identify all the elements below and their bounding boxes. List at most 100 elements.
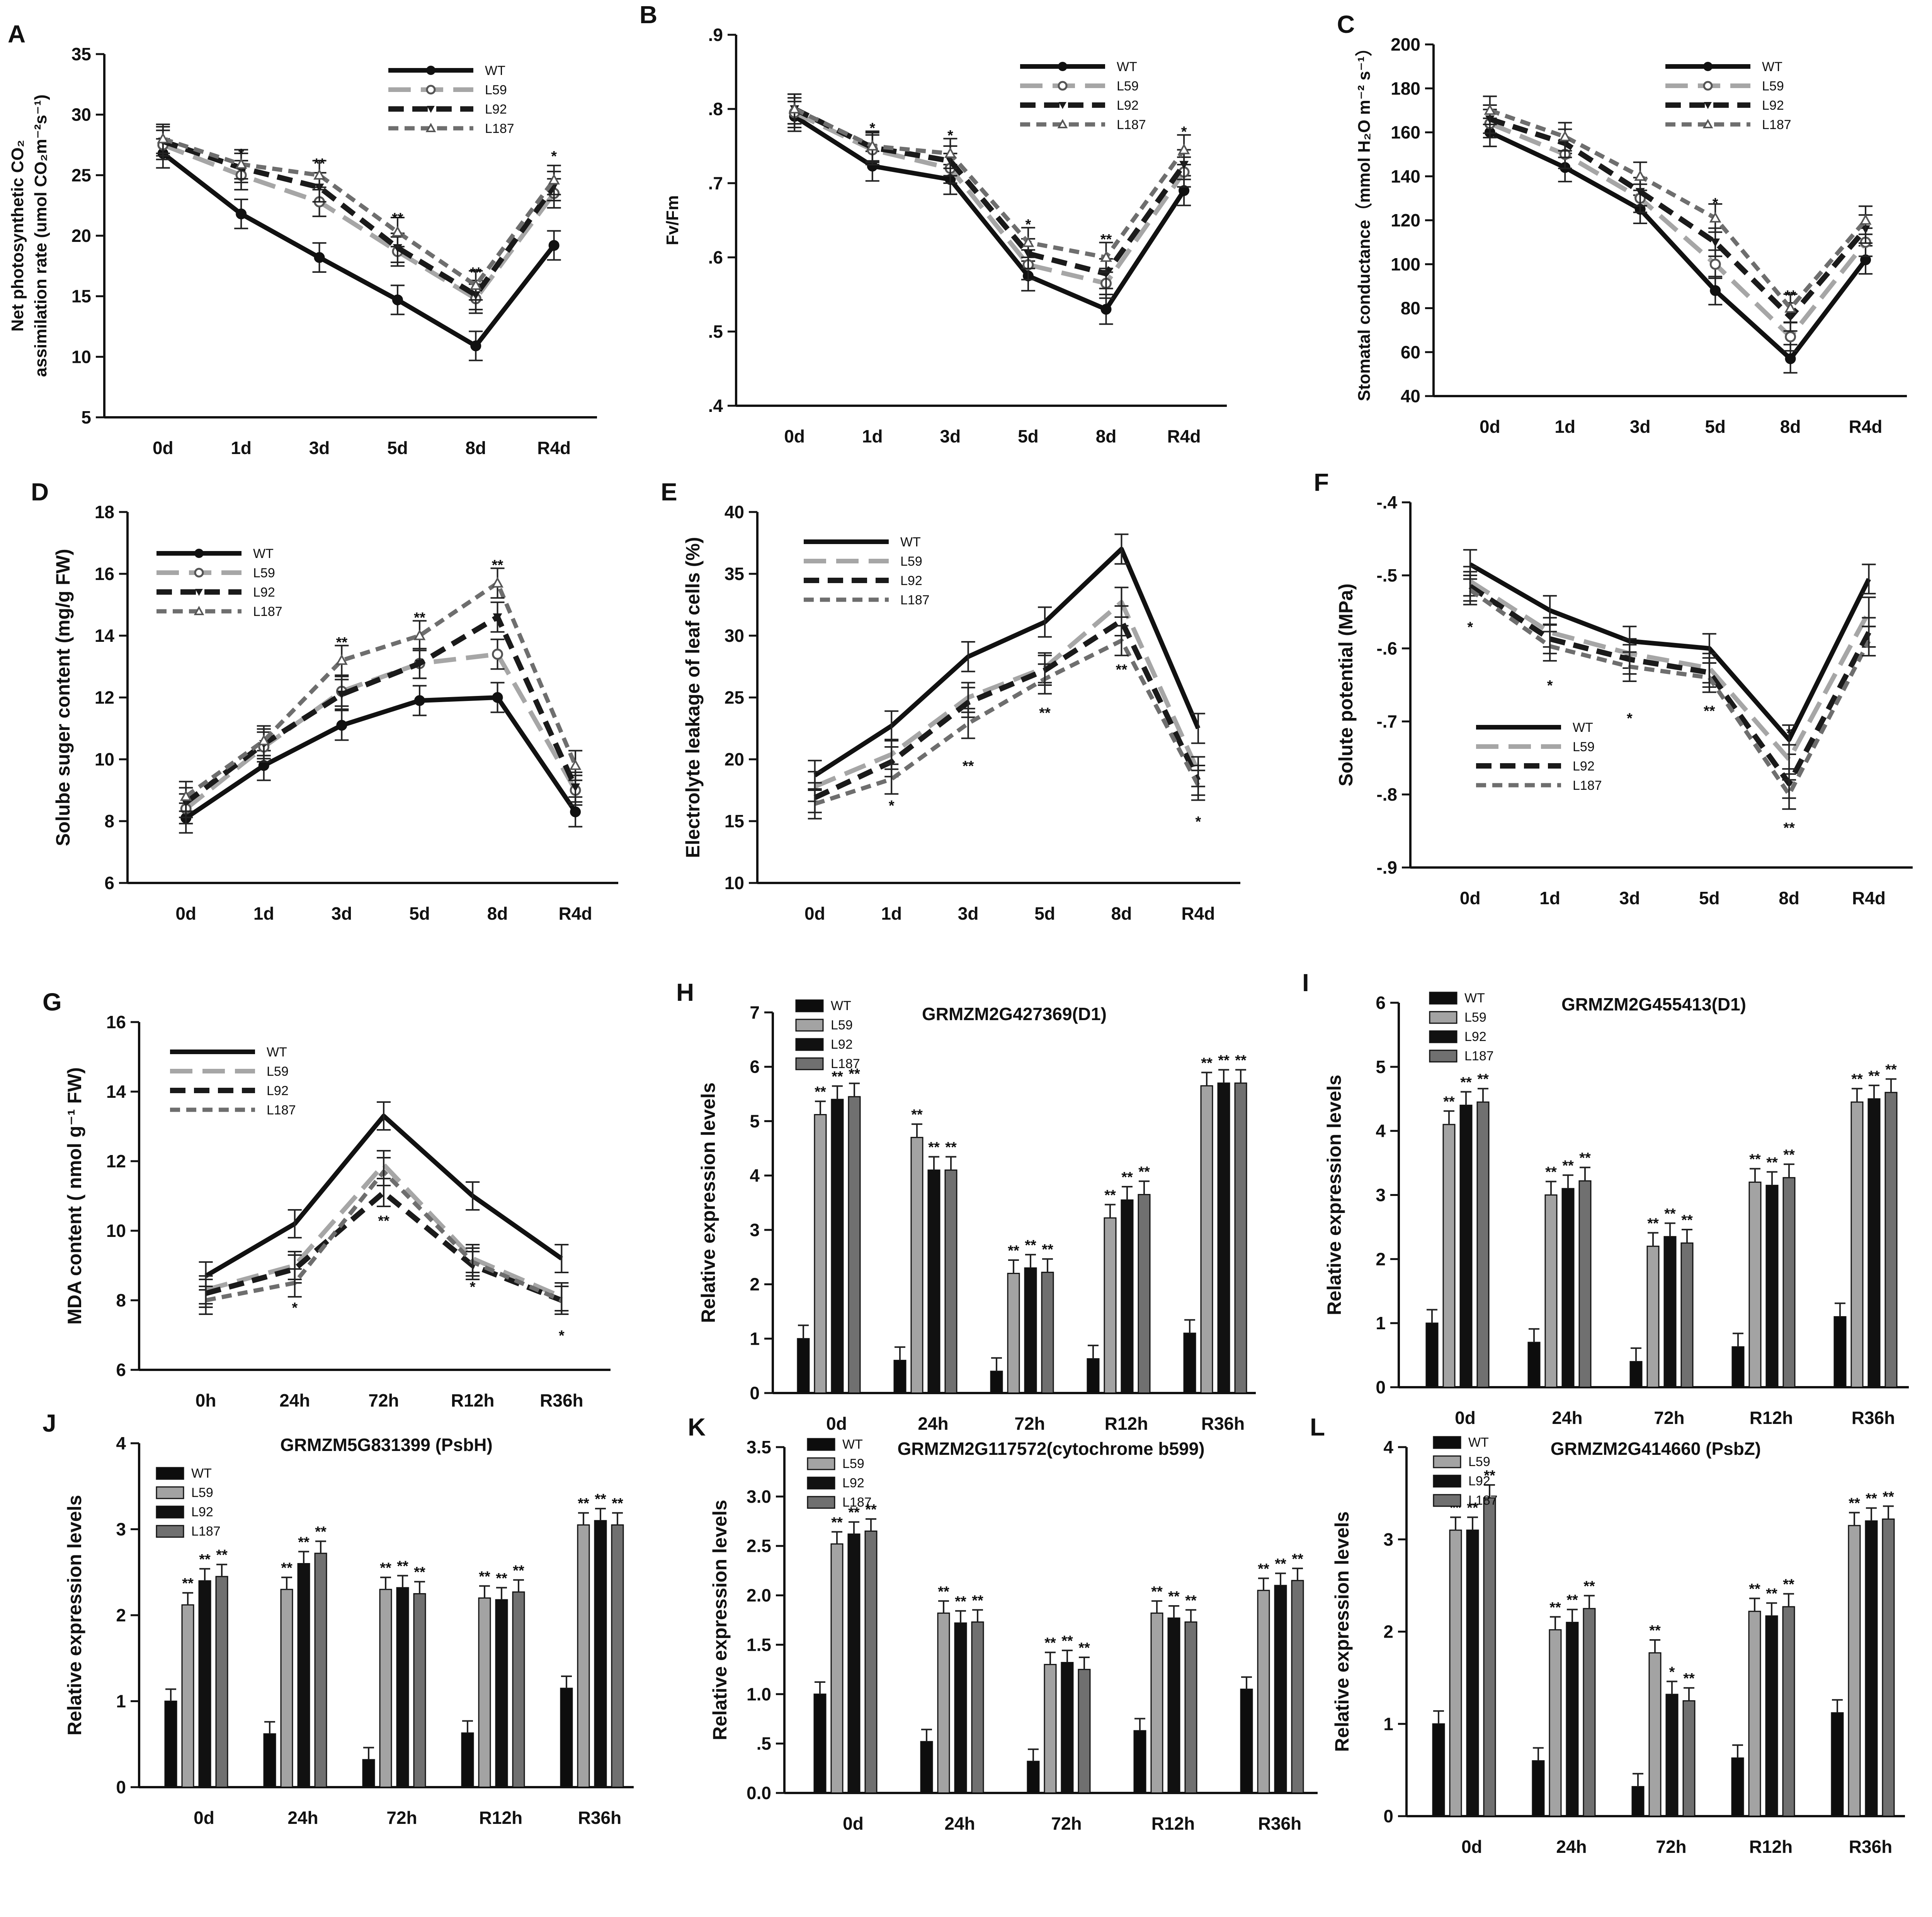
marker-triangle-up xyxy=(157,133,169,143)
y-tick-label: 10 xyxy=(106,1221,126,1241)
legend-swatch-l92 xyxy=(795,1038,824,1051)
marker-triangle-up xyxy=(425,122,436,132)
marker-triangle-down xyxy=(1711,238,1720,247)
significance-marker: ** xyxy=(314,156,325,172)
bar-l59 xyxy=(1150,1613,1163,1794)
bar-l187 xyxy=(1041,1272,1054,1394)
marker-dot xyxy=(236,208,247,219)
significance-marker: * xyxy=(551,148,557,165)
x-tick-label: R36h xyxy=(540,1390,583,1410)
significance-marker: ** xyxy=(1704,703,1715,720)
marker-triangle-up xyxy=(569,759,582,770)
x-tick-label: R4d xyxy=(1167,426,1201,446)
legend-swatch-wt xyxy=(795,999,824,1012)
significance-marker: ** xyxy=(938,1584,949,1600)
y-tick-label: 3 xyxy=(1376,1185,1386,1205)
significance-marker: ** xyxy=(831,1514,843,1531)
legend-label: L59 xyxy=(831,1018,853,1032)
bar-wt xyxy=(1027,1761,1040,1794)
y-axis-label: Relative expression levels xyxy=(1331,1511,1353,1752)
significance-marker: ** xyxy=(1218,1052,1230,1068)
bar-l187 xyxy=(971,1621,984,1794)
bar-l92 xyxy=(1561,1188,1575,1388)
legend: WT L59 L92 L187 xyxy=(156,546,282,619)
significance-marker: * xyxy=(889,798,895,814)
series-line-l187 xyxy=(184,581,578,798)
bar-l59 xyxy=(1748,1181,1762,1388)
bar-l92 xyxy=(1024,1267,1037,1394)
bar-l187 xyxy=(611,1524,624,1788)
legend-label: L92 xyxy=(253,585,275,600)
y-tick-label: 120 xyxy=(1391,210,1420,230)
significance-marker: ** xyxy=(1851,1071,1863,1087)
series-line-wt xyxy=(184,695,578,820)
legend: WT L59 L92 L187 xyxy=(156,1466,221,1539)
legend-swatch-l187 xyxy=(795,1057,824,1070)
x-tick-label: 8d xyxy=(465,438,486,458)
significance-marker: ** xyxy=(496,1570,507,1587)
x-tick-label: R4d xyxy=(1181,903,1215,924)
x-tick-label: 0d xyxy=(784,426,805,446)
marker-triangle-up xyxy=(788,102,801,114)
y-tick-label: 1.5 xyxy=(747,1635,771,1655)
x-tick-label: 5d xyxy=(409,903,430,924)
legend-label: L92 xyxy=(1464,1029,1486,1044)
y-tick-label: 2 xyxy=(116,1605,126,1625)
legend-swatch-wt xyxy=(1433,1436,1461,1449)
marker-triangle-down xyxy=(493,613,502,622)
panel-label: B xyxy=(639,1,657,29)
y-tick-label: 12 xyxy=(95,687,114,708)
y-tick-label: 0.0 xyxy=(747,1783,771,1803)
legend-label: WT xyxy=(842,1437,863,1452)
y-axis-label: Relative expression levels xyxy=(709,1500,731,1740)
legend-label: L59 xyxy=(1762,79,1784,94)
marker-dot xyxy=(1703,62,1713,71)
series-line-l59 xyxy=(1469,579,1871,762)
significance-marker: ** xyxy=(1664,1206,1676,1222)
significance-marker: ** xyxy=(1783,1577,1794,1593)
x-tick-label: R36h xyxy=(1201,1414,1245,1434)
significance-marker: ** xyxy=(595,1491,606,1507)
significance-marker: ** xyxy=(1785,287,1796,304)
y-tick-label: 25 xyxy=(71,165,91,185)
series-line-l187 xyxy=(793,107,1186,260)
significance-marker: ** xyxy=(1683,1670,1695,1687)
bar-l92 xyxy=(1566,1622,1579,1817)
x-tick-label: 0d xyxy=(153,438,173,458)
x-tick-label: 72h xyxy=(368,1390,399,1410)
marker-circle xyxy=(426,85,436,95)
significance-marker: * xyxy=(1713,196,1718,212)
y-tick-label: 2.0 xyxy=(747,1585,771,1606)
bar-wt xyxy=(1833,1316,1847,1388)
x-tick-label: R12h xyxy=(479,1808,522,1828)
significance-marker: ** xyxy=(963,758,974,774)
bar-l187 xyxy=(944,1169,957,1394)
marker-dot xyxy=(314,252,325,263)
y-tick-label: 20 xyxy=(724,749,744,769)
significance-marker: ** xyxy=(832,1069,843,1085)
marker-triangle-up xyxy=(1559,130,1571,141)
significance-marker: * xyxy=(1627,711,1633,727)
significance-marker: ** xyxy=(1185,1592,1197,1609)
series-line-l92 xyxy=(205,1190,563,1303)
significance-marker: ** xyxy=(1151,1584,1163,1600)
marker-triangle-down xyxy=(195,589,203,596)
y-tick-label: .6 xyxy=(708,247,723,267)
x-tick-label: 72h xyxy=(1654,1408,1684,1428)
panel-d: D 6 8 10 12 14 16 18 Solube suger content (mg/g … xyxy=(31,478,618,924)
x-tick-label: 5d xyxy=(1034,903,1055,924)
significance-marker: ** xyxy=(1766,1155,1778,1171)
significance-marker: ** xyxy=(182,1575,194,1592)
y-tick-label: 4 xyxy=(116,1433,126,1453)
significance-marker: ** xyxy=(392,210,403,226)
bar-wt xyxy=(1532,1760,1545,1817)
marker-triangle-up xyxy=(1100,251,1112,262)
bar-wt xyxy=(1133,1730,1146,1794)
marker-triangle-up xyxy=(548,173,560,185)
bar-l59 xyxy=(379,1589,392,1788)
bar-l187 xyxy=(1476,1101,1490,1388)
bar-l59 xyxy=(1007,1272,1020,1394)
legend-label: L92 xyxy=(831,1037,853,1052)
marker-triangle-up xyxy=(1057,119,1068,128)
legend-swatch-l59 xyxy=(795,1019,824,1032)
